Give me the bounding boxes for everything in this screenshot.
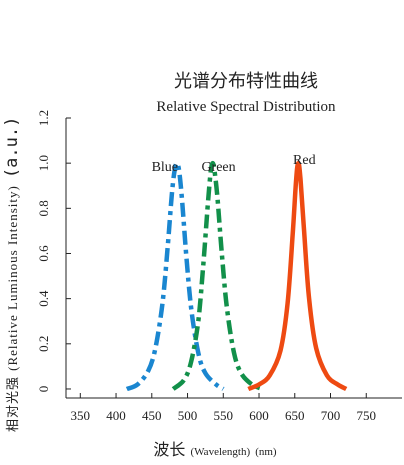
y-tick-label: 0.4 bbox=[36, 290, 51, 307]
x-tick-label: 550 bbox=[214, 408, 234, 423]
y-ticks: 0 0.2 0.4 0.6 0.8 1.0 1.2 bbox=[36, 110, 71, 392]
y-tick-label: 1.2 bbox=[36, 110, 51, 126]
x-axis-label-main: 波长 bbox=[153, 440, 185, 459]
x-axis-label-unit: (nm) bbox=[255, 446, 277, 458]
series-group bbox=[125, 160, 348, 392]
y-tick-label: 0.6 bbox=[36, 245, 51, 262]
x-ticks: 350 400 450 500 550 600 650 700 750 bbox=[71, 393, 376, 423]
chart-subtitle: Relative Spectral Distribution bbox=[156, 99, 336, 115]
x-tick-label: 650 bbox=[285, 408, 305, 423]
y-tick-label: 0 bbox=[36, 386, 51, 393]
chart-title: 光谱分布特性曲线 bbox=[174, 71, 318, 92]
y-tick-label: 1.0 bbox=[36, 155, 51, 171]
series-label-blue: Blue bbox=[152, 160, 178, 175]
series-line-green bbox=[171, 160, 264, 392]
y-axis-label-en: (Relative Luminous Intensity) bbox=[5, 185, 20, 371]
series-label-green: Green bbox=[201, 160, 235, 175]
x-tick-label: 450 bbox=[142, 408, 162, 423]
series-line-red bbox=[247, 160, 348, 392]
plot-area bbox=[65, 118, 402, 399]
series-line-blue bbox=[125, 160, 225, 392]
y-tick-label: 0.2 bbox=[36, 336, 51, 352]
x-tick-label: 350 bbox=[71, 408, 91, 423]
x-axis-label: 波长 (Wavelength) (nm) bbox=[153, 440, 277, 459]
y-axis-label-main: 相对光强 bbox=[6, 376, 21, 432]
x-tick-label: 500 bbox=[178, 408, 198, 423]
series-label-red: Red bbox=[293, 153, 316, 168]
y-axis-label: 相对光强 (Relative Luminous Intensity) (a.u.… bbox=[2, 117, 22, 432]
y-axis-label-unit: (a.u.) bbox=[2, 117, 22, 178]
x-tick-label: 750 bbox=[357, 408, 377, 423]
x-tick-label: 700 bbox=[321, 408, 341, 423]
x-axis-label-en: (Wavelength) bbox=[191, 446, 251, 458]
x-tick-label: 600 bbox=[249, 408, 269, 423]
y-tick-label: 0.8 bbox=[36, 200, 51, 216]
series-labels: Blue Green Red bbox=[152, 153, 316, 175]
x-tick-label: 400 bbox=[106, 408, 126, 423]
